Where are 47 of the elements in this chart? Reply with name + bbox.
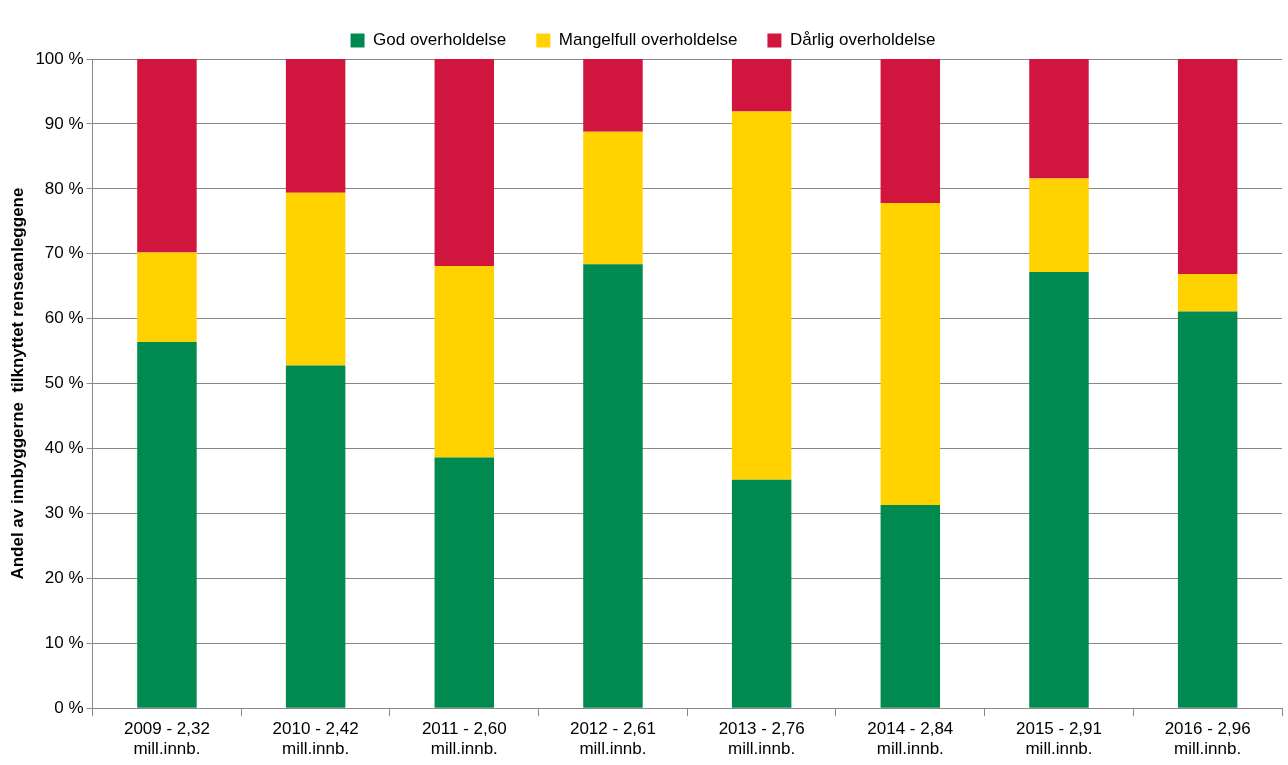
y-tick-label: 50 % (44, 373, 84, 393)
bar (583, 59, 643, 132)
bar (731, 59, 792, 112)
x-tick-label: 2012 - 2,61 mill.innb. (569, 719, 656, 759)
bar (583, 264, 643, 708)
bar (1029, 178, 1089, 272)
bar (880, 203, 941, 505)
bar (137, 252, 197, 343)
bar (434, 59, 495, 267)
y-tick-label: 20 % (44, 568, 84, 588)
legend-label: Mangelfull overholdelse (558, 30, 738, 50)
bar (1029, 59, 1089, 179)
bar (731, 479, 792, 708)
x-tick-label: 2011 - 2,60 mill.innb. (421, 719, 507, 759)
y-tick-label: 10 % (44, 632, 84, 652)
bar (285, 59, 346, 193)
legend-label: God overholdelse (373, 30, 507, 50)
x-tick-label: 2013 - 2,76 mill.innb. (718, 719, 805, 759)
bar (1177, 311, 1238, 708)
bar (285, 192, 346, 366)
bar (137, 342, 197, 708)
x-tick-label: 2010 - 2,42 mill.innb. (272, 719, 359, 759)
bar (731, 111, 792, 480)
bar (583, 131, 643, 265)
y-tick-label: 70 % (44, 243, 84, 263)
x-tick-label: 2016 - 2,96 mill.innb. (1164, 719, 1251, 759)
bar (434, 457, 495, 708)
y-tick-label: 60 % (44, 308, 84, 328)
bar (137, 59, 197, 253)
bar (880, 59, 941, 204)
y-axis-title: Andel av innbyggerne tilknyttet renseanleggene (7, 187, 27, 580)
bar (434, 266, 495, 458)
y-tick-label: 30 % (44, 503, 84, 523)
y-tick-label: 90 % (44, 113, 84, 133)
bar (1029, 271, 1089, 708)
x-tick-label: 2014 - 2,84 mill.innb. (867, 719, 954, 759)
y-tick-label: 0 % (54, 697, 84, 717)
bar (880, 505, 941, 708)
y-tick-label: 40 % (44, 438, 84, 458)
bar (285, 365, 346, 708)
x-tick-label: 2009 - 2,32 mill.innb. (123, 719, 210, 759)
x-tick-label: 2015 - 2,91 mill.innb. (1015, 719, 1102, 759)
bar (1177, 59, 1238, 274)
y-tick-label: 80 % (44, 178, 84, 198)
legend-label: Dårlig overholdelse (789, 30, 936, 50)
y-tick-label: 100 % (35, 48, 84, 68)
bar (1177, 273, 1238, 312)
